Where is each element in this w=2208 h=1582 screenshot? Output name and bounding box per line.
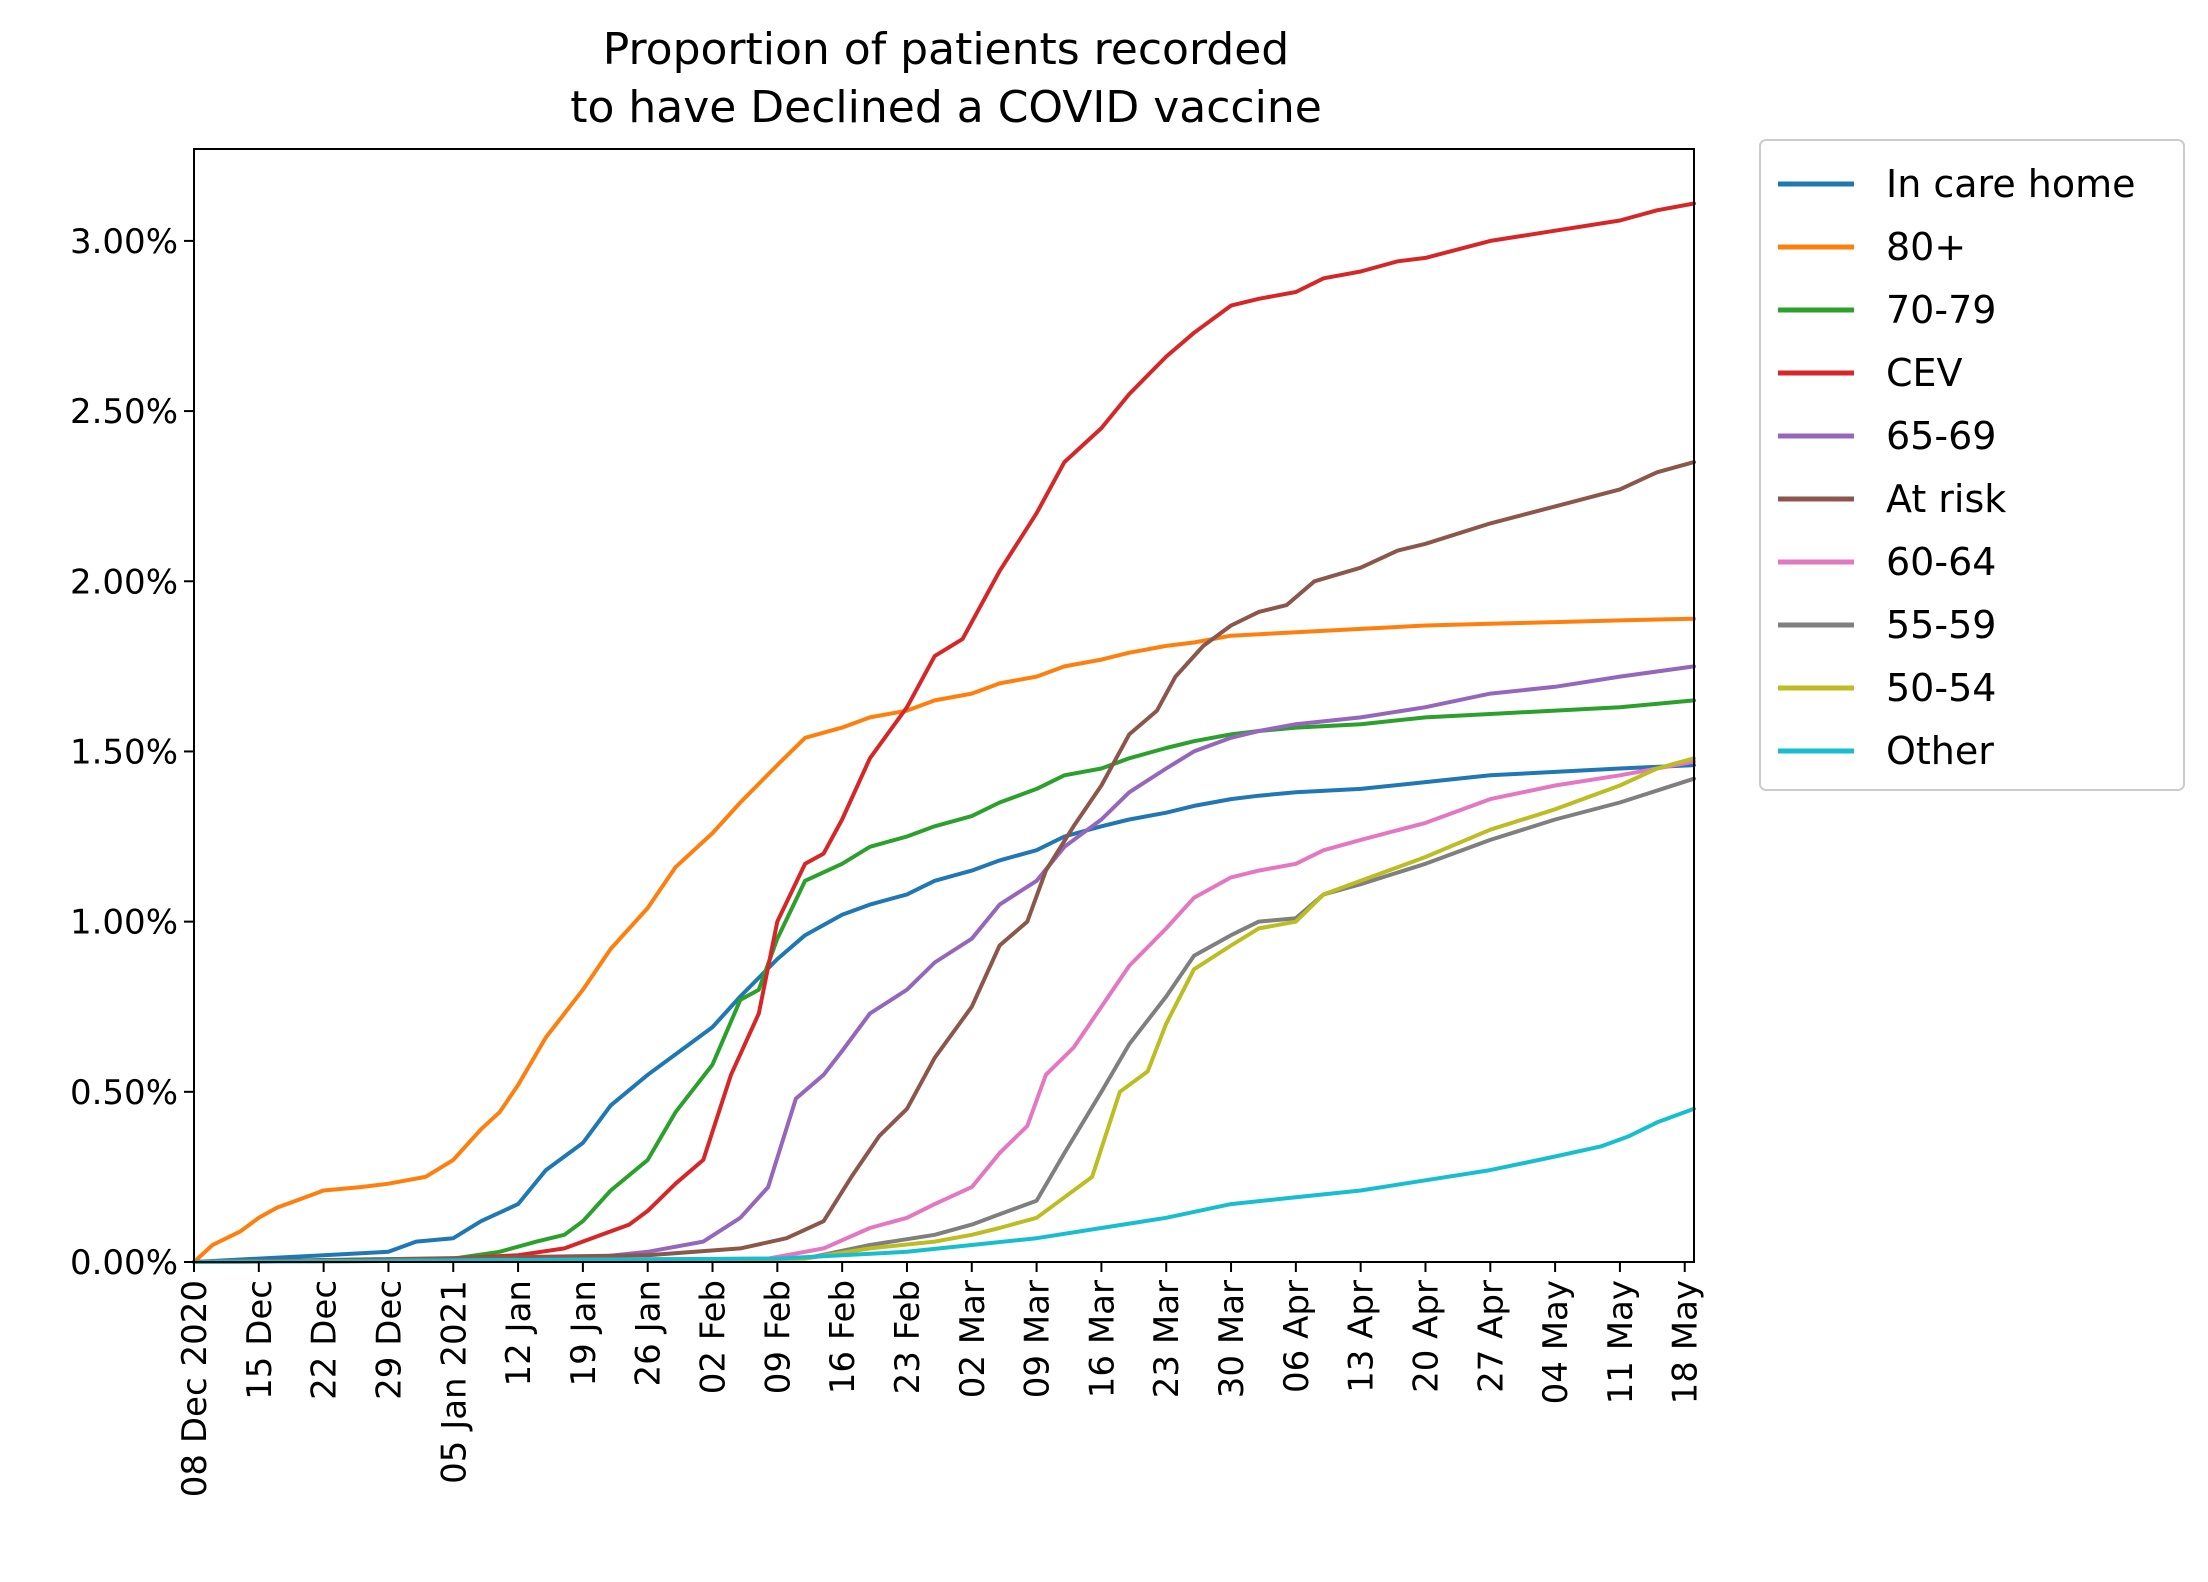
legend-label: 50-54 — [1886, 666, 1996, 710]
y-tick-label: 1.50% — [70, 732, 178, 772]
y-tick-label: 0.50% — [70, 1073, 178, 1113]
x-tick-label: 15 Dec — [240, 1280, 280, 1400]
chart-title-line-2: to have Declined a COVID vaccine — [570, 82, 1322, 133]
y-axis: 0.00% 0.50% 1.00% 1.50% 2.00% 2.50% 3.00% — [70, 222, 194, 1283]
x-tick-label: 27 Apr — [1471, 1280, 1511, 1393]
legend-box — [1759, 139, 2185, 791]
legend: In care home 80+ 70-79 CEV 65-69 At risk 60-64… — [1759, 139, 2185, 791]
chart-title-line-1: Proportion of patients recorded — [603, 24, 1289, 75]
x-tick-label: 05 Jan 2021 — [434, 1280, 474, 1484]
plot-frame — [193, 148, 1695, 1263]
x-tick-label: 02 Mar — [953, 1280, 993, 1398]
legend-label: In care home — [1886, 162, 2136, 206]
series-line-in-care-home — [192, 763, 1696, 1264]
x-tick-label: 19 Jan — [564, 1280, 604, 1386]
y-tick-label: 0.00% — [70, 1243, 178, 1283]
y-tick-label: 2.00% — [70, 562, 178, 602]
x-tick-label: 20 Apr — [1407, 1280, 1447, 1393]
y-tick-label: 3.00% — [70, 222, 178, 262]
series-layer — [192, 201, 1696, 1264]
x-tick-label: 23 Feb — [888, 1280, 928, 1394]
y-tick-label: 1.00% — [70, 903, 178, 943]
x-tick-label: 22 Dec — [305, 1280, 345, 1400]
series-line-50-54 — [192, 756, 1696, 1264]
series-line-70-79 — [192, 698, 1696, 1264]
legend-label: 55-59 — [1886, 603, 1996, 647]
series-line-at-risk — [192, 460, 1696, 1264]
x-tick-label: 04 May — [1536, 1280, 1576, 1404]
legend-label: 70-79 — [1886, 288, 1996, 332]
x-tick-label: 02 Feb — [694, 1280, 734, 1394]
x-tick-label: 13 Apr — [1342, 1280, 1382, 1393]
x-tick-label: 11 May — [1601, 1280, 1641, 1404]
legend-label: CEV — [1886, 351, 1963, 395]
x-tick-label: 12 Jan — [499, 1280, 539, 1386]
legend-label: At risk — [1886, 477, 2006, 521]
x-tick-label: 09 Mar — [1018, 1280, 1058, 1398]
y-tick-label: 2.50% — [70, 392, 178, 432]
x-tick-label: 09 Feb — [758, 1280, 798, 1394]
series-line-55-59 — [192, 776, 1696, 1264]
series-line-other — [192, 1106, 1696, 1264]
series-line-cev — [192, 201, 1696, 1264]
x-tick-label: 30 Mar — [1212, 1280, 1252, 1398]
x-tick-label: 06 Apr — [1277, 1280, 1317, 1393]
legend-label: 80+ — [1886, 225, 1966, 269]
legend-label: 60-64 — [1886, 540, 1996, 584]
x-tick-label: 08 Dec 2020 — [175, 1280, 215, 1497]
x-tick-label: 29 Dec — [369, 1280, 409, 1400]
series-line-60-64 — [192, 759, 1696, 1264]
series-line-80- — [192, 616, 1696, 1264]
x-tick-label: 16 Mar — [1082, 1280, 1122, 1398]
legend-label: Other — [1886, 729, 1994, 773]
x-tick-label: 26 Jan — [629, 1280, 669, 1386]
legend-label: 65-69 — [1886, 414, 1996, 458]
x-tick-label: 23 Mar — [1147, 1280, 1187, 1398]
x-tick-label: 18 May — [1666, 1280, 1706, 1404]
x-tick-label: 16 Feb — [823, 1280, 863, 1394]
x-axis: 08 Dec 2020 15 Dec 22 Dec 29 Dec 05 Jan 2021… — [175, 1262, 1706, 1497]
series-line-65-69 — [192, 664, 1696, 1264]
